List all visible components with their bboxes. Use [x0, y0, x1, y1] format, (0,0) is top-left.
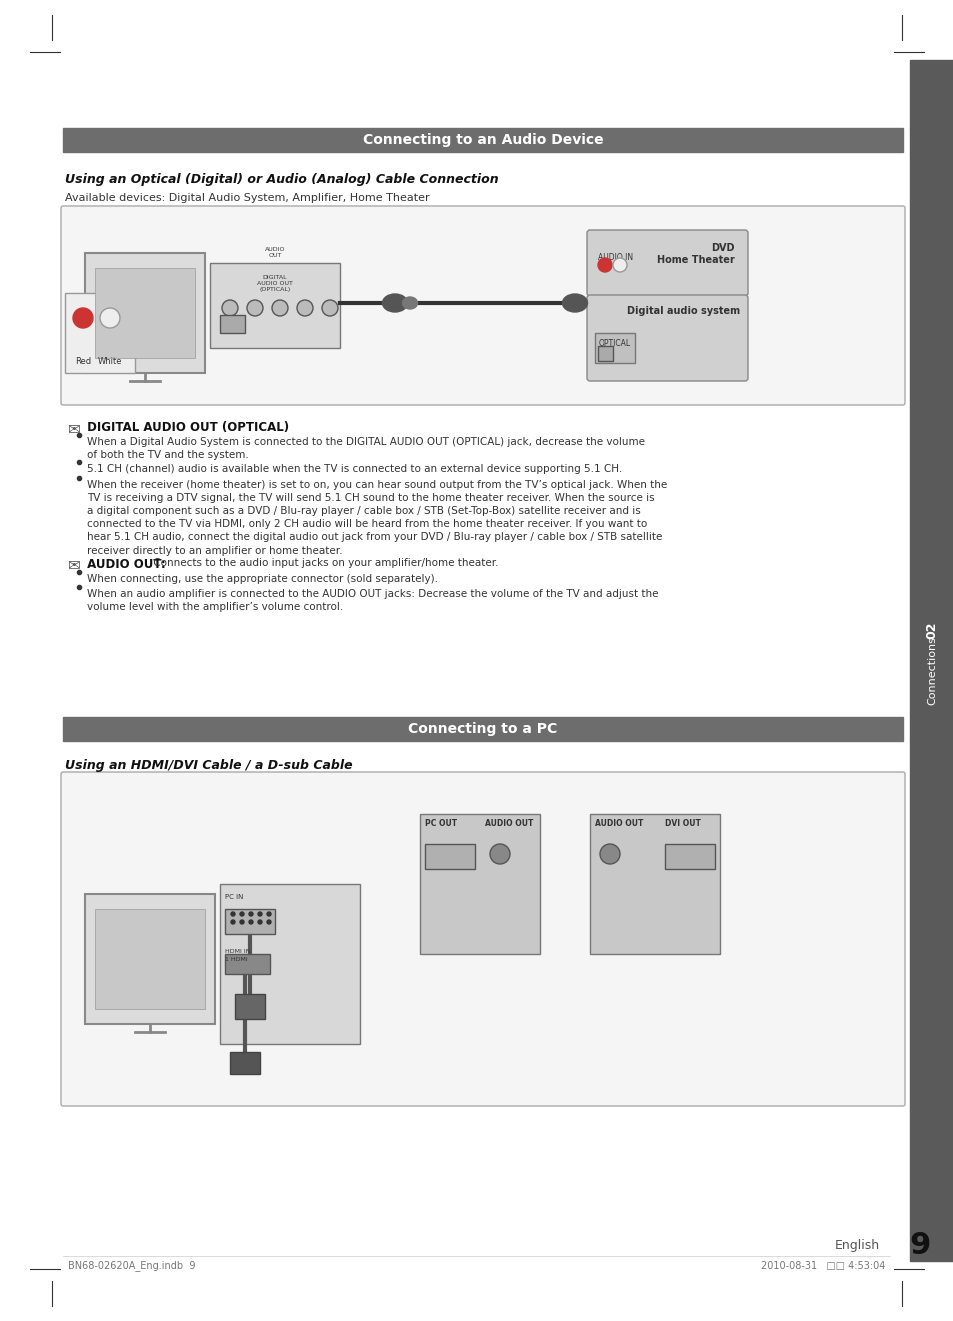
Text: Connecting to a PC: Connecting to a PC: [408, 723, 558, 736]
Text: AUDIO IN: AUDIO IN: [598, 254, 633, 263]
Circle shape: [240, 919, 244, 923]
Text: DIGITAL AUDIO OUT (OPTICAL): DIGITAL AUDIO OUT (OPTICAL): [83, 421, 289, 435]
Text: OPTICAL: OPTICAL: [598, 338, 630, 347]
Bar: [95, 268, 194, 358]
Circle shape: [267, 919, 271, 923]
Text: ✉: ✉: [68, 421, 81, 436]
Text: 2010-08-31   □□ 4:53:04: 2010-08-31 □□ 4:53:04: [760, 1262, 884, 1271]
Bar: [595, 333, 635, 363]
FancyBboxPatch shape: [61, 206, 904, 406]
Bar: [419, 814, 539, 954]
Text: White: White: [97, 357, 122, 366]
Bar: [589, 814, 720, 954]
Text: PC IN: PC IN: [225, 894, 243, 900]
Bar: [598, 346, 613, 361]
Circle shape: [598, 258, 612, 272]
Circle shape: [322, 300, 337, 316]
Text: 02: 02: [924, 622, 938, 639]
Circle shape: [249, 911, 253, 915]
Text: PC OUT: PC OUT: [424, 819, 456, 828]
FancyBboxPatch shape: [586, 230, 747, 296]
Circle shape: [296, 300, 313, 316]
Text: ✉: ✉: [68, 557, 81, 572]
Bar: [230, 1052, 260, 1074]
Bar: [85, 894, 214, 1024]
FancyBboxPatch shape: [61, 771, 904, 1106]
Text: When an audio amplifier is connected to the AUDIO OUT jacks: Decrease the volume: When an audio amplifier is connected to …: [87, 589, 658, 612]
Text: AUDIO
OUT: AUDIO OUT: [265, 247, 285, 258]
Text: When a Digital Audio System is connected to the DIGITAL AUDIO OUT (OPTICAL) jack: When a Digital Audio System is connected…: [87, 437, 644, 460]
Ellipse shape: [402, 297, 417, 309]
Bar: [220, 314, 245, 333]
Text: Red: Red: [75, 357, 91, 366]
Text: Connections: Connections: [926, 637, 936, 705]
Text: 1 HDMI: 1 HDMI: [225, 956, 248, 962]
Text: DVD
Home Theater: DVD Home Theater: [657, 243, 734, 264]
Bar: [63, 128, 902, 152]
Text: When the receiver (home theater) is set to on, you can hear sound output from th: When the receiver (home theater) is set …: [87, 480, 666, 556]
Text: 5.1 CH (channel) audio is available when the TV is connected to an external devi: 5.1 CH (channel) audio is available when…: [87, 464, 621, 474]
Circle shape: [240, 911, 244, 915]
Text: DIGITAL
AUDIO OUT
(OPTICAL): DIGITAL AUDIO OUT (OPTICAL): [256, 275, 293, 292]
Ellipse shape: [562, 295, 587, 312]
Bar: [664, 844, 714, 869]
Circle shape: [272, 300, 288, 316]
Bar: [225, 954, 270, 974]
Bar: [63, 717, 902, 741]
Bar: [85, 254, 205, 373]
Circle shape: [490, 844, 510, 864]
Text: Using an Optical (Digital) or Audio (Analog) Cable Connection: Using an Optical (Digital) or Audio (Ana…: [65, 173, 498, 186]
Text: English: English: [834, 1239, 879, 1252]
Bar: [909, 59, 953, 1262]
Text: Using an HDMI/DVI Cable / a D-sub Cable: Using an HDMI/DVI Cable / a D-sub Cable: [65, 760, 353, 773]
Bar: [234, 993, 265, 1018]
Bar: [225, 909, 274, 934]
FancyBboxPatch shape: [586, 295, 747, 380]
Text: Connects to the audio input jacks on your amplifier/home theater.: Connects to the audio input jacks on you…: [150, 557, 498, 568]
Circle shape: [247, 300, 263, 316]
Text: Connecting to an Audio Device: Connecting to an Audio Device: [362, 133, 602, 147]
Circle shape: [100, 308, 120, 328]
Text: DVI OUT: DVI OUT: [664, 819, 700, 828]
Circle shape: [222, 300, 237, 316]
Bar: [65, 293, 135, 373]
Text: When connecting, use the appropriate connector (sold separately).: When connecting, use the appropriate con…: [87, 573, 437, 584]
Text: AUDIO OUT:: AUDIO OUT:: [83, 557, 166, 571]
Circle shape: [613, 258, 626, 272]
Circle shape: [73, 308, 92, 328]
Bar: [95, 909, 205, 1009]
Text: AUDIO OUT: AUDIO OUT: [595, 819, 642, 828]
Bar: [210, 263, 339, 347]
Circle shape: [257, 919, 262, 923]
Text: AUDIO OUT: AUDIO OUT: [484, 819, 533, 828]
Text: Digital audio system: Digital audio system: [626, 306, 740, 316]
Circle shape: [257, 911, 262, 915]
Circle shape: [231, 919, 234, 923]
Circle shape: [267, 911, 271, 915]
Text: Available devices: Digital Audio System, Amplifier, Home Theater: Available devices: Digital Audio System,…: [65, 193, 429, 203]
Text: 9: 9: [908, 1231, 930, 1260]
Bar: [424, 844, 475, 869]
Ellipse shape: [382, 295, 407, 312]
Circle shape: [599, 844, 619, 864]
Circle shape: [249, 919, 253, 923]
Text: BN68-02620A_Eng.indb  9: BN68-02620A_Eng.indb 9: [68, 1260, 195, 1271]
Circle shape: [231, 911, 234, 915]
Bar: [220, 884, 359, 1044]
Text: HDMI IN: HDMI IN: [225, 948, 251, 954]
